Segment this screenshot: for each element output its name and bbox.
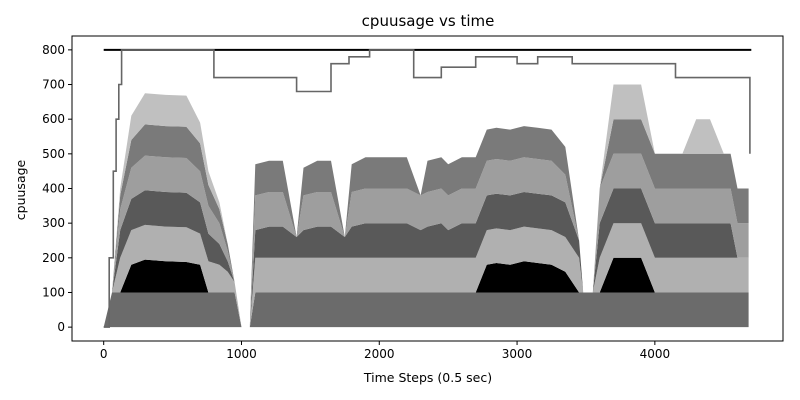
x-tick-label: 0: [100, 347, 108, 361]
stack-area-5: [103, 153, 749, 328]
plot-area: [103, 48, 752, 328]
x-tick-label: 1000: [226, 347, 257, 361]
y-tick-label: 0: [57, 320, 65, 334]
x-tick-label: 4000: [640, 347, 671, 361]
chart-title: cpuusage vs time: [362, 12, 495, 30]
y-tick-label: 300: [42, 216, 65, 230]
stack-area-4: [103, 188, 749, 328]
y-tick-label: 600: [42, 112, 65, 126]
y-tick-label: 700: [42, 78, 65, 92]
axes: 0 1000 2000 3000 4000 0 100 200 300 400 500 600 700 8…: [42, 35, 784, 361]
y-tick-label: 100: [42, 285, 65, 299]
x-axis-label: Time Steps (0.5 sec): [363, 370, 492, 385]
stack-area-3: [103, 223, 749, 328]
stack-area-1: [103, 292, 749, 328]
y-tick-label: 200: [42, 251, 65, 265]
x-tick-label: 3000: [502, 347, 533, 361]
y-axis-label: cpuusage: [13, 159, 28, 220]
line-series-2: [103, 49, 751, 328]
stack-area-6: [103, 119, 749, 328]
y-tick-label: 500: [42, 147, 65, 161]
stack-area-7: [103, 84, 749, 328]
x-tick-label: 2000: [364, 347, 395, 361]
y-tick-label: 400: [42, 182, 65, 196]
stack-area-2: [103, 257, 749, 328]
y-tick-label: 800: [42, 43, 65, 57]
